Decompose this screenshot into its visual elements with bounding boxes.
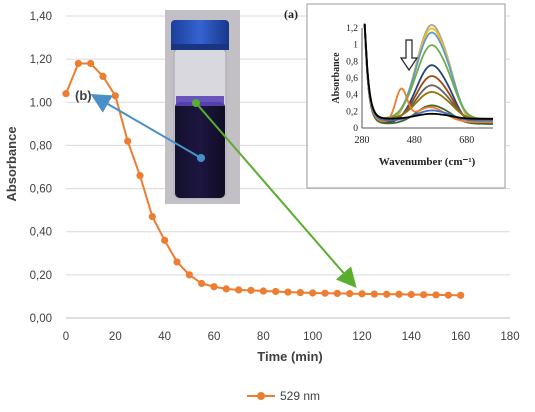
inset-spectrum-line — [363, 23, 494, 120]
main-series-529nm — [62, 59, 465, 299]
vial-cap-ring — [171, 44, 229, 50]
inset-x-tick-label: 680 — [459, 135, 474, 146]
main-x-tick-label: 0 — [63, 331, 69, 343]
inset-y-tick-label: 0,8 — [346, 57, 358, 67]
data-point — [358, 290, 366, 298]
main-legend: 529 nm — [247, 389, 320, 403]
data-point — [420, 291, 428, 299]
main-x-tick-labels: 0 20 40 60 80 100 120 140 160 180 — [63, 331, 520, 343]
main-y-tick-labels: 0,00 0,20 0,40 0,60 0,80 1.00 1,20 1,40 — [30, 11, 52, 325]
main-x-tick-label: 20 — [109, 331, 122, 343]
data-point — [62, 90, 70, 98]
inset-y-tick-label: 0,2 — [346, 107, 358, 117]
data-point — [457, 291, 465, 299]
data-point — [124, 137, 132, 145]
data-point — [99, 72, 107, 80]
main-x-axis-label: Time (min) — [257, 349, 323, 364]
inset-spectrum-line — [363, 23, 494, 125]
inset-x-axis-label: Wavenumber (cm⁻¹) — [379, 156, 476, 168]
legend-swatch-marker — [257, 392, 265, 400]
data-point — [284, 288, 292, 296]
data-point — [235, 286, 243, 294]
panel-label-b: (b) — [75, 88, 92, 103]
data-point — [346, 290, 354, 298]
data-point — [309, 289, 317, 297]
main-y-tick-label: 0,80 — [30, 140, 52, 152]
data-point — [432, 291, 440, 299]
inset-spectrum-line — [363, 23, 494, 122]
arrow-green-dot — [192, 99, 200, 107]
main-x-tick-label: 160 — [451, 331, 470, 343]
inset-decrease-arrow — [399, 39, 419, 72]
main-y-tick-label: 1,40 — [30, 11, 52, 23]
data-point — [259, 287, 267, 295]
main-x-tick-label: 80 — [257, 331, 270, 343]
data-point — [173, 258, 181, 266]
inset-y-tick-labels: 0 0,2 0,4 0,6 0,8 1 1,2 — [346, 24, 358, 134]
inset-y-tick-label: 0 — [353, 124, 358, 134]
data-point — [296, 288, 304, 297]
inset-spectra-series — [363, 23, 494, 125]
arrow-blue-dot — [197, 154, 205, 162]
data-point — [148, 213, 156, 221]
main-y-axis-label: Absorbance — [4, 126, 19, 201]
vial-liquid — [175, 102, 225, 198]
data-point — [161, 236, 169, 244]
inset-y-axis-label: Absorbance — [331, 52, 342, 104]
data-point — [185, 271, 193, 279]
data-point — [87, 59, 95, 68]
inset-spectra-panel: (a) 0 0,2 0,4 0,6 0,8 1 1,2 280 480 680 Absorban… — [284, 3, 506, 189]
main-x-tick-label: 40 — [158, 331, 171, 343]
main-gridlines — [66, 15, 510, 276]
data-point — [272, 287, 280, 296]
data-point — [136, 172, 144, 180]
data-point — [321, 289, 329, 297]
main-x-tick-label: 100 — [303, 331, 322, 343]
inset-y-tick-label: 1,2 — [346, 24, 358, 34]
main-y-tick-label: 0,20 — [30, 270, 52, 282]
vial-liquid-highlight — [176, 96, 224, 106]
vial-photo — [165, 10, 240, 204]
inset-x-tick-label: 280 — [355, 135, 370, 146]
legend-label-529nm: 529 nm — [280, 389, 320, 403]
main-x-tick-label: 140 — [402, 331, 421, 343]
data-point — [407, 290, 415, 299]
data-point — [370, 290, 378, 298]
data-point — [247, 286, 255, 294]
data-point — [111, 92, 119, 100]
inset-y-tick-label: 0,6 — [346, 74, 358, 84]
inset-y-tick-label: 0,4 — [346, 91, 358, 101]
inset-y-tick-label: 1 — [353, 41, 358, 51]
data-point — [210, 283, 218, 291]
main-y-tick-label: 0,60 — [30, 184, 52, 196]
main-x-tick-label: 120 — [352, 331, 371, 343]
data-point — [198, 279, 206, 288]
inset-x-tick-label: 480 — [407, 135, 422, 146]
data-point — [333, 289, 341, 298]
arrow-blue — [90, 93, 202, 159]
data-point — [395, 290, 403, 298]
main-y-tick-label: 0,00 — [30, 313, 52, 325]
panel-label-a: (a) — [284, 7, 298, 21]
main-y-tick-label: 1,20 — [30, 54, 52, 66]
main-x-tick-label: 180 — [500, 331, 519, 343]
data-point — [444, 291, 452, 299]
arrow-green — [195, 102, 357, 289]
inset-x-tick-labels: 280 480 680 — [355, 135, 475, 146]
main-y-tick-label: 0,40 — [30, 227, 52, 239]
main-y-tick-label: 1.00 — [30, 97, 52, 109]
data-point — [383, 290, 391, 298]
data-point — [74, 59, 82, 68]
data-point — [222, 285, 230, 293]
main-x-tick-label: 60 — [208, 331, 221, 343]
vial-cap — [171, 20, 229, 50]
